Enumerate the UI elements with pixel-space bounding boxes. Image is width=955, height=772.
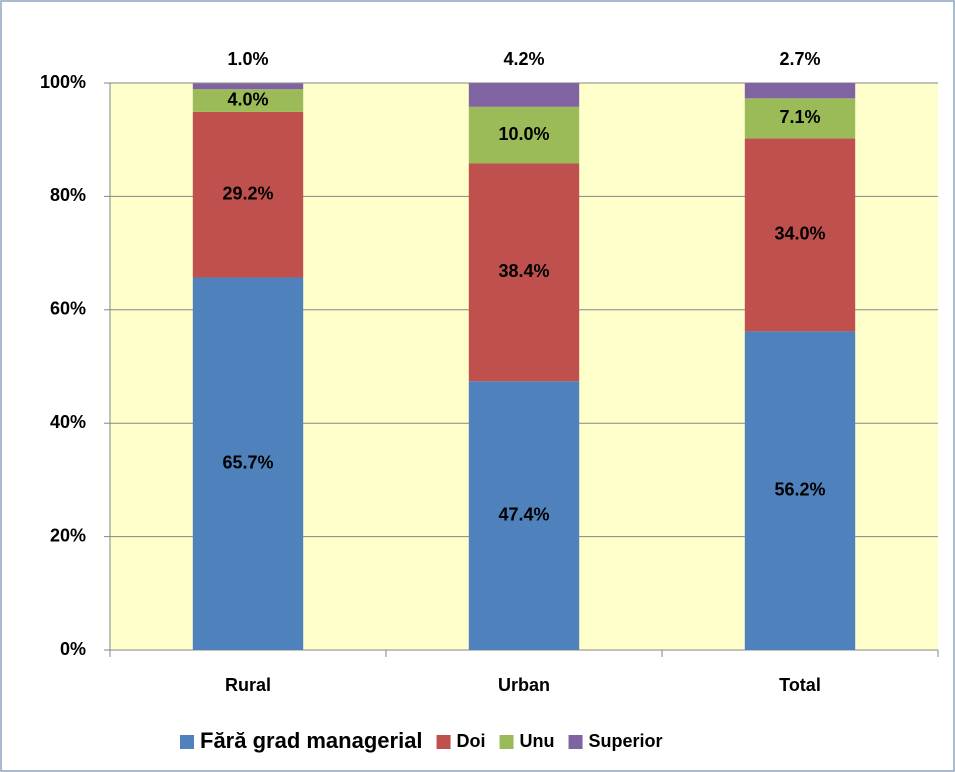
legend-label: Fără grad managerial [200, 728, 423, 753]
bar-segment [192, 277, 304, 650]
legend-swatch [180, 735, 194, 749]
legend-label: Doi [457, 731, 486, 751]
legend-swatch [436, 735, 451, 749]
y-tick-label: 20% [50, 525, 86, 545]
legend-swatch [568, 735, 583, 749]
bar-segment [744, 331, 856, 650]
y-tick-label: 40% [50, 412, 86, 432]
data-label: 2.7% [779, 49, 820, 69]
data-label: 65.7% [222, 452, 273, 472]
bar-segment [468, 163, 580, 382]
bar-segment [468, 83, 580, 107]
y-tick-label: 0% [60, 639, 86, 659]
data-label: 56.2% [774, 479, 825, 499]
y-tick-label: 80% [50, 185, 86, 205]
bar-segment [744, 83, 856, 99]
bar-segment [192, 83, 304, 90]
legend-swatch [499, 735, 514, 749]
data-label: 34.0% [774, 224, 825, 244]
bar-segment [192, 89, 304, 112]
data-label: 47.4% [498, 504, 549, 524]
data-label: 29.2% [222, 183, 273, 203]
data-label: 4.0% [227, 89, 268, 109]
y-tick-label: 100% [40, 72, 86, 92]
legend-label: Superior [589, 731, 663, 751]
data-label: 1.0% [227, 49, 268, 69]
data-label: 10.0% [498, 124, 549, 144]
x-tick-label: Total [779, 675, 821, 695]
data-label: 4.2% [503, 49, 544, 69]
x-tick-label: Rural [225, 675, 271, 695]
data-label: 7.1% [779, 107, 820, 127]
x-tick-label: Urban [498, 675, 550, 695]
bar-segment [468, 106, 580, 164]
data-label: 38.4% [498, 261, 549, 281]
bar-segment [192, 111, 304, 278]
bar-segment [744, 138, 856, 332]
y-tick-label: 60% [50, 299, 86, 319]
bar-segment [744, 98, 856, 139]
legend-label: Unu [520, 731, 555, 751]
bar-segment [468, 381, 580, 650]
